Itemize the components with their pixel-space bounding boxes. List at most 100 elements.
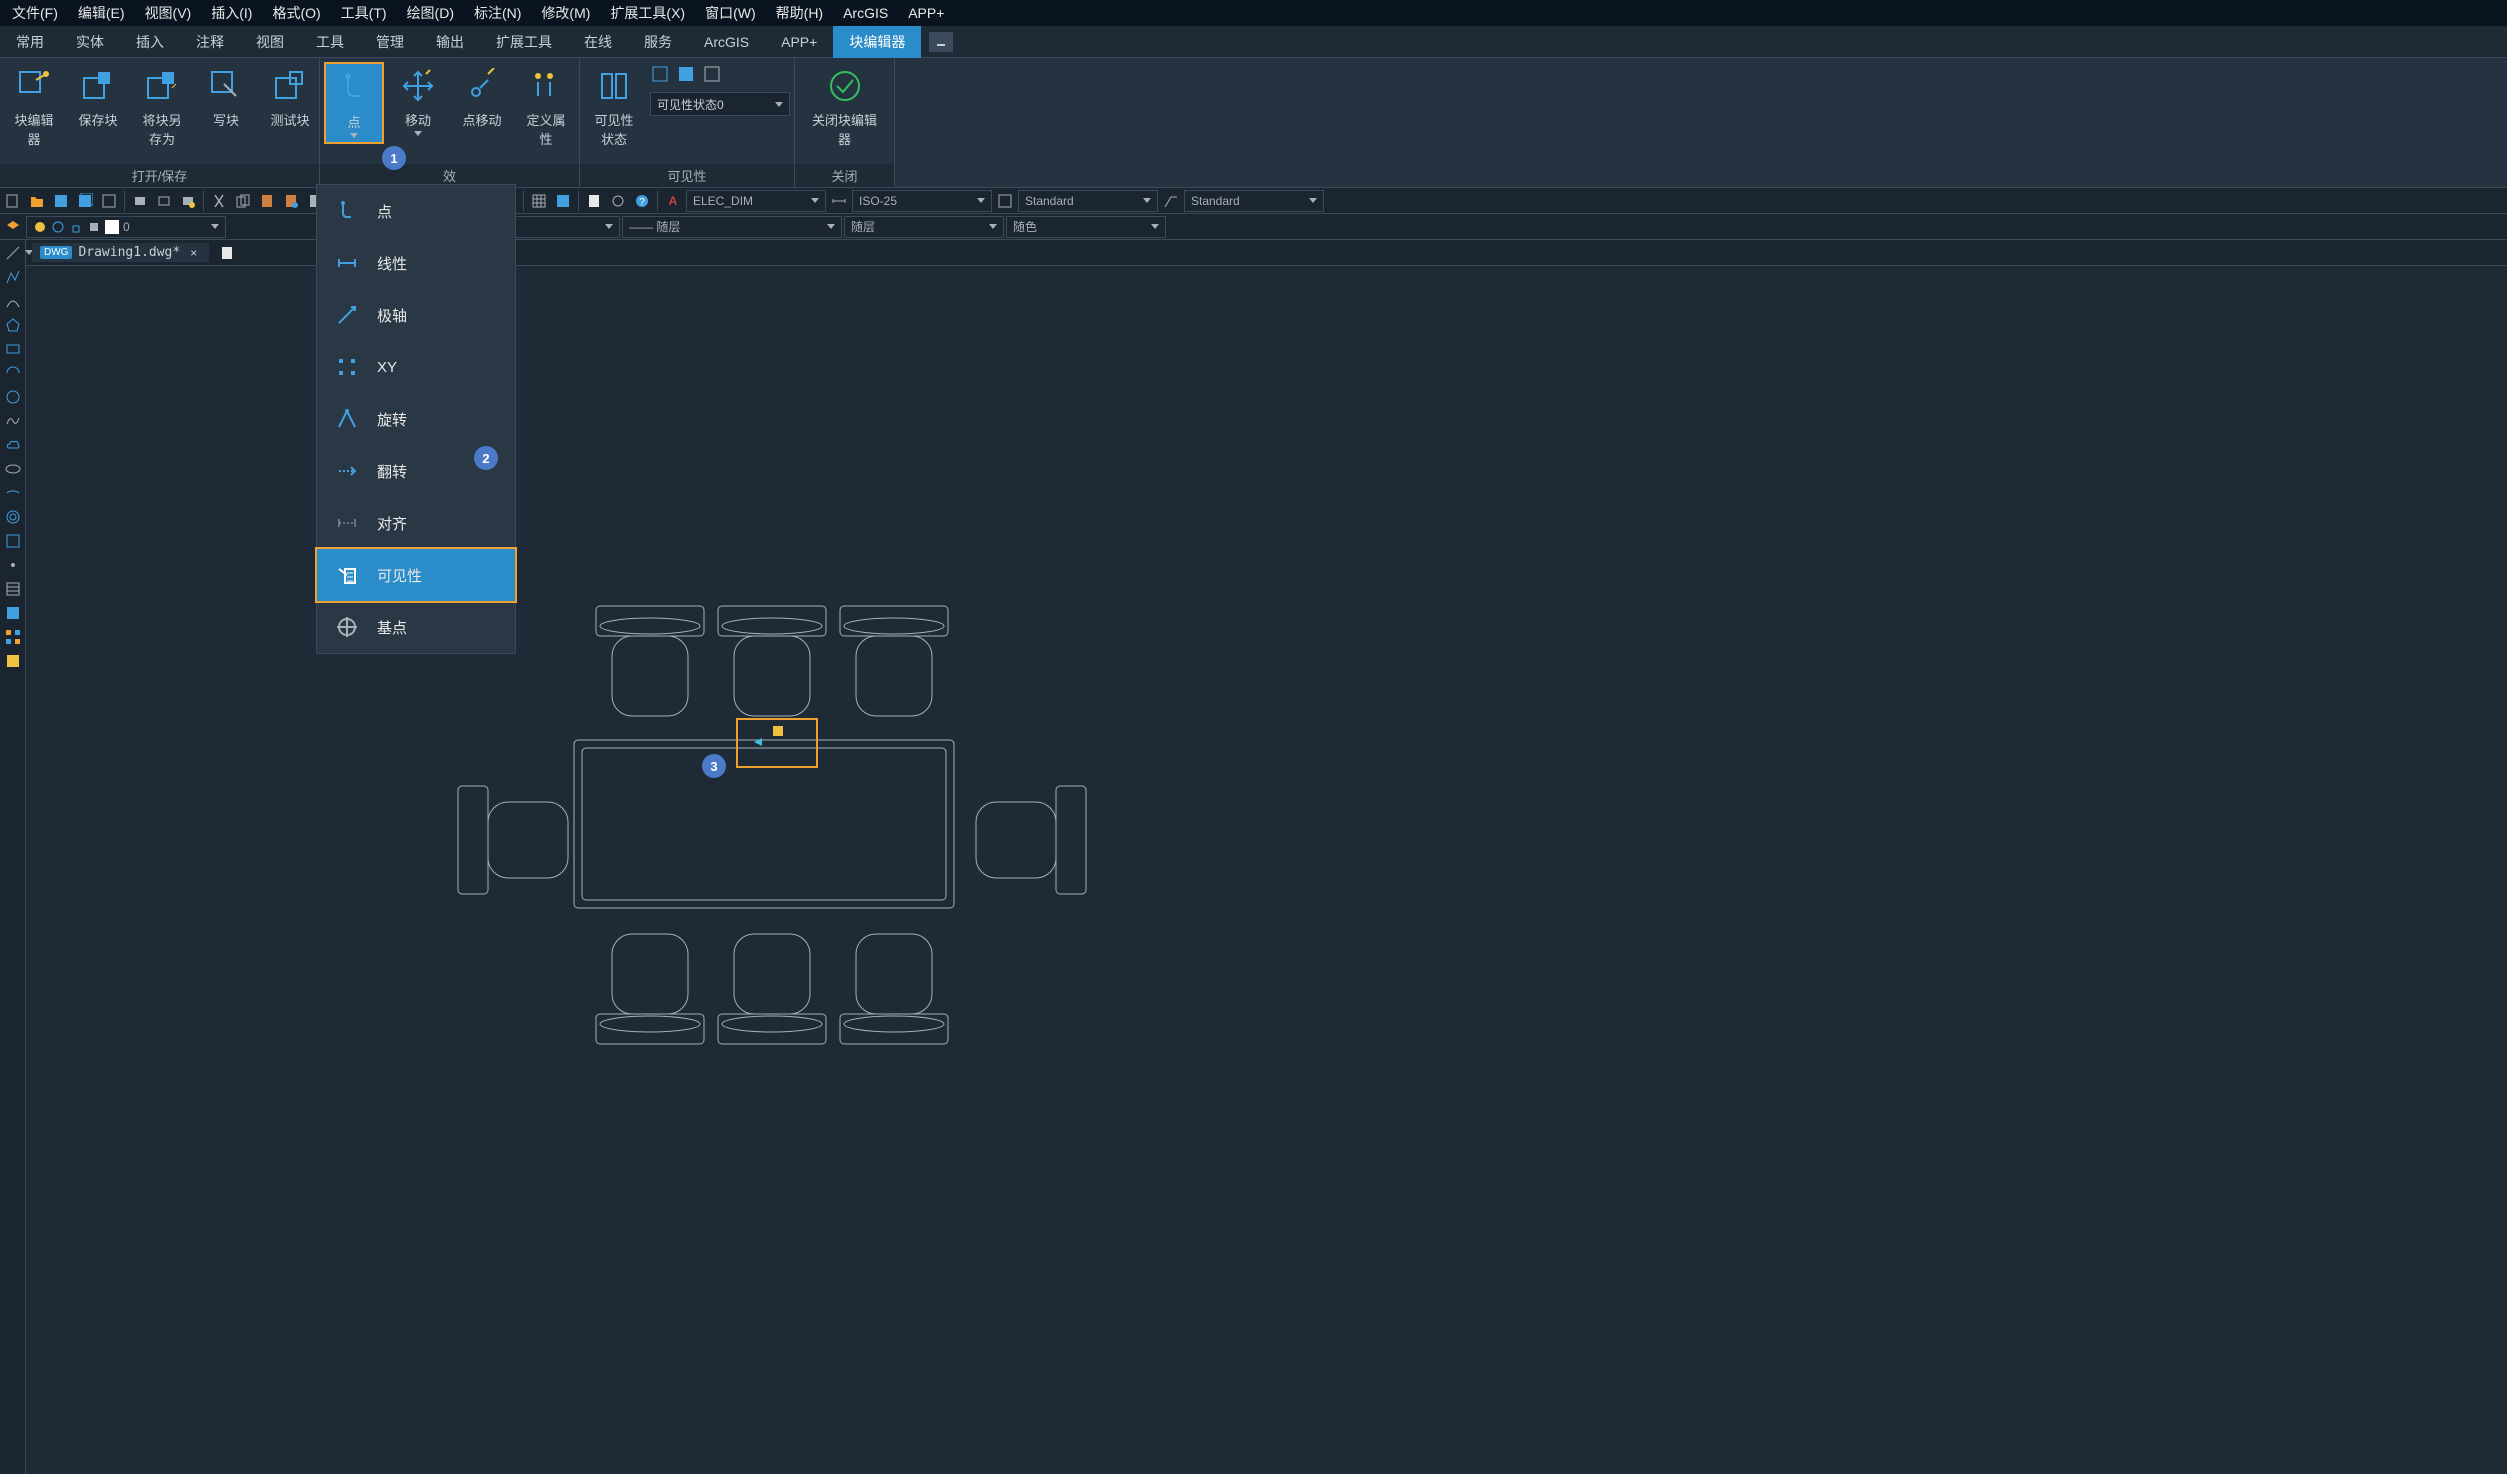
table-tool[interactable]	[2, 650, 24, 672]
close-editor-button[interactable]: 关闭块编辑器	[799, 62, 890, 152]
polygon-tool[interactable]	[2, 314, 24, 336]
file-tab-close[interactable]: ×	[186, 246, 201, 260]
tab-online[interactable]: 在线	[568, 26, 628, 58]
tab-block-editor[interactable]: 块编辑器	[833, 26, 921, 58]
block-tool[interactable]	[2, 530, 24, 552]
menu-tools[interactable]: 工具(T)	[333, 1, 395, 25]
menu-draw[interactable]: 绘图(D)	[399, 1, 462, 25]
point-move-button[interactable]: 点移动	[452, 62, 512, 133]
vis-icon-1[interactable]	[648, 62, 672, 86]
mleader-style-icon[interactable]	[1160, 190, 1182, 212]
dropdown-rotate[interactable]: 旋转	[317, 393, 515, 445]
ellipse-tool[interactable]	[2, 458, 24, 480]
paste-icon[interactable]	[256, 190, 278, 212]
text-style-icon[interactable]: A	[662, 190, 684, 212]
settings-icon[interactable]	[607, 190, 629, 212]
print-icon[interactable]	[129, 190, 151, 212]
menu-modify[interactable]: 修改(M)	[533, 1, 598, 25]
dim-style-dropdown[interactable]: ISO-25	[852, 190, 992, 212]
menu-arcgis[interactable]: ArcGIS	[835, 3, 896, 23]
new-file-icon[interactable]	[2, 190, 24, 212]
open-file-icon[interactable]	[26, 190, 48, 212]
copy-icon[interactable]	[232, 190, 254, 212]
lineweight-dropdown[interactable]: 随层	[844, 216, 1004, 238]
menu-app[interactable]: APP+	[900, 3, 952, 23]
test-block-button[interactable]: 测试块	[260, 62, 320, 133]
doc-icon[interactable]	[583, 190, 605, 212]
tab-app[interactable]: APP+	[765, 28, 833, 56]
save-file-icon[interactable]	[50, 190, 72, 212]
dropdown-polar[interactable]: 极轴	[317, 289, 515, 341]
arc-tool-2[interactable]	[2, 362, 24, 384]
layer-manager-icon[interactable]	[2, 216, 24, 238]
vis-icon-3[interactable]	[700, 62, 724, 86]
tab-extensions[interactable]: 扩展工具	[480, 26, 568, 58]
tab-insert[interactable]: 插入	[120, 26, 180, 58]
point-tool[interactable]	[2, 554, 24, 576]
cut-icon[interactable]	[208, 190, 230, 212]
dropdown-visibility[interactable]: 可见性	[315, 547, 517, 603]
visibility-state-button[interactable]: 可见性状态	[584, 62, 644, 152]
dropdown-point[interactable]: 点	[317, 185, 515, 237]
dropdown-xy[interactable]: XY	[317, 341, 515, 393]
menu-dimension[interactable]: 标注(N)	[466, 1, 529, 25]
save-block-as-button[interactable]: 将块另存为	[132, 62, 192, 152]
menu-edit[interactable]: 编辑(E)	[70, 1, 133, 25]
file-tab-new[interactable]	[217, 242, 239, 264]
tab-common[interactable]: 常用	[0, 26, 60, 58]
paste-special-icon[interactable]	[280, 190, 302, 212]
region-tool[interactable]	[2, 626, 24, 648]
spline-tool[interactable]	[2, 410, 24, 432]
table-style-dropdown[interactable]: Standard	[1018, 190, 1158, 212]
print-setup-icon[interactable]	[177, 190, 199, 212]
tab-tools[interactable]: 工具	[300, 26, 360, 58]
linetype-dropdown[interactable]: —— 随层	[622, 216, 842, 238]
tab-minimize[interactable]	[929, 32, 953, 52]
dropdown-basepoint[interactable]: 基点	[317, 601, 515, 653]
help-icon[interactable]: ?	[631, 190, 653, 212]
save-all-icon[interactable]	[74, 190, 96, 212]
hatch-tool[interactable]	[2, 578, 24, 600]
write-block-button[interactable]: 写块	[196, 62, 256, 133]
define-attr-button[interactable]: 定义属性	[516, 62, 576, 152]
menu-format[interactable]: 格式(O)	[264, 1, 328, 25]
text-style-dropdown[interactable]: ELEC_DIM	[686, 190, 826, 212]
dim-style-icon[interactable]	[828, 190, 850, 212]
gradient-tool[interactable]	[2, 602, 24, 624]
visibility-dropdown[interactable]: 可见性状态0	[650, 92, 790, 116]
tab-arcgis[interactable]: ArcGIS	[688, 28, 765, 56]
menu-extensions[interactable]: 扩展工具(X)	[602, 1, 693, 25]
vis-icon-2[interactable]	[674, 62, 698, 86]
tab-service[interactable]: 服务	[628, 26, 688, 58]
move-button[interactable]: 移动	[388, 62, 448, 140]
layer-dropdown[interactable]: 0	[26, 216, 226, 238]
menu-view[interactable]: 视图(V)	[137, 1, 200, 25]
menu-window[interactable]: 窗口(W)	[697, 1, 764, 25]
dropdown-align[interactable]: 对齐	[317, 497, 515, 549]
menu-insert[interactable]: 插入(I)	[203, 1, 260, 25]
grid-icon[interactable]	[528, 190, 550, 212]
save-block-button[interactable]: 保存块	[68, 62, 128, 133]
file-tab[interactable]: DWG Drawing1.dwg* ×	[32, 243, 209, 262]
tab-annotate[interactable]: 注释	[180, 26, 240, 58]
table-icon[interactable]	[552, 190, 574, 212]
template-icon[interactable]	[98, 190, 120, 212]
menu-file[interactable]: 文件(F)	[4, 1, 66, 25]
circle-tool[interactable]	[2, 386, 24, 408]
line-tool[interactable]	[2, 242, 24, 264]
table-style-icon[interactable]	[994, 190, 1016, 212]
plotstyle-dropdown[interactable]: 随色	[1006, 216, 1166, 238]
ellipse-arc-tool[interactable]	[2, 482, 24, 504]
cloud-tool[interactable]	[2, 434, 24, 456]
tab-entity[interactable]: 实体	[60, 26, 120, 58]
tab-view[interactable]: 视图	[240, 26, 300, 58]
polyline-tool[interactable]	[2, 266, 24, 288]
tab-manage[interactable]: 管理	[360, 26, 420, 58]
dropdown-linear[interactable]: 线性	[317, 237, 515, 289]
menu-help[interactable]: 帮助(H)	[768, 1, 831, 25]
donut-tool[interactable]	[2, 506, 24, 528]
point-button[interactable]: 点	[324, 62, 384, 144]
block-editor-button[interactable]: 块编辑器	[4, 62, 64, 152]
print-preview-icon[interactable]	[153, 190, 175, 212]
tab-output[interactable]: 输出	[420, 26, 480, 58]
